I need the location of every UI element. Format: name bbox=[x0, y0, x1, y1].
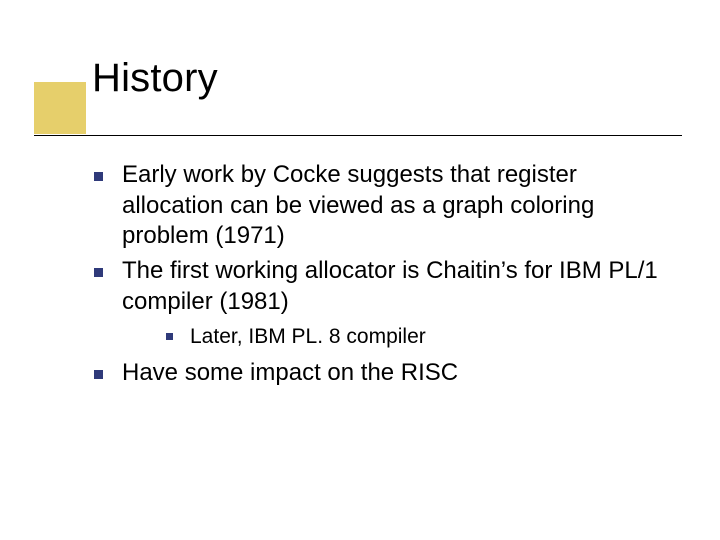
list-item-text: Have some impact on the RISC bbox=[122, 359, 458, 386]
bullet-list: Early work by Cocke suggests that regist… bbox=[92, 160, 674, 389]
title-accent-box bbox=[34, 82, 86, 134]
square-bullet-icon bbox=[94, 268, 103, 277]
slide-body: Early work by Cocke suggests that regist… bbox=[92, 160, 674, 393]
list-item: The first working allocator is Chaitin’s… bbox=[92, 256, 674, 350]
slide-title: History bbox=[92, 56, 218, 101]
square-bullet-icon bbox=[94, 370, 103, 379]
slide: History Early work by Cocke suggests tha… bbox=[0, 0, 720, 540]
list-item-text: The first working allocator is Chaitin’s… bbox=[122, 257, 658, 315]
list-item: Have some impact on the RISC bbox=[92, 358, 674, 389]
list-item: Later, IBM PL. 8 compiler bbox=[166, 324, 674, 351]
square-bullet-icon bbox=[94, 172, 103, 181]
list-item: Early work by Cocke suggests that regist… bbox=[92, 160, 674, 252]
list-item-text: Later, IBM PL. 8 compiler bbox=[190, 325, 426, 348]
title-underline bbox=[34, 135, 682, 136]
square-bullet-icon bbox=[166, 333, 173, 340]
sub-bullet-list: Later, IBM PL. 8 compiler bbox=[122, 324, 674, 351]
list-item-text: Early work by Cocke suggests that regist… bbox=[122, 161, 594, 249]
